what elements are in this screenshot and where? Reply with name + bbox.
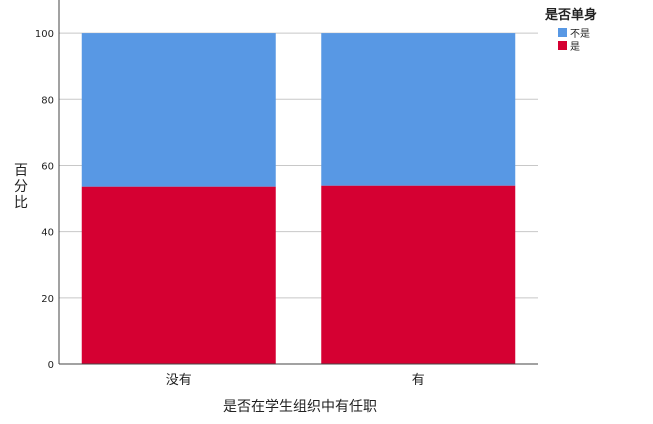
- x-tick-labels: 没有 有: [166, 373, 425, 388]
- x-tick-label: 有: [412, 373, 425, 388]
- bars: [81, 33, 516, 364]
- bar-segment-bushi-0: [81, 33, 276, 187]
- y-tick-labels: 0 20 40 60 80 100: [35, 29, 54, 371]
- y-tick-label: 0: [48, 360, 54, 371]
- y-tick-label: 40: [41, 228, 54, 239]
- y-tick-label: 20: [41, 294, 54, 305]
- legend-label: 是: [570, 41, 580, 53]
- legend-swatch: [558, 28, 567, 37]
- x-axis-title: 是否在学生组织中有任职: [223, 399, 377, 415]
- bar-segment-shi-0: [81, 186, 276, 364]
- y-tick-label: 80: [41, 95, 54, 106]
- x-tick-label: 没有: [166, 373, 192, 388]
- bar-segment-bushi-1: [321, 33, 516, 186]
- legend-swatch: [558, 41, 567, 50]
- legend-title: 是否单身: [544, 7, 597, 23]
- legend: 是否单身 不是是: [544, 7, 597, 53]
- y-tick-label: 100: [35, 29, 54, 40]
- bar-segment-shi-1: [321, 185, 516, 364]
- legend-label: 不是: [570, 28, 590, 40]
- y-tick-label: 60: [41, 161, 54, 172]
- y-axis-title: 百分比: [14, 163, 28, 211]
- legend-items: 不是是: [558, 28, 590, 53]
